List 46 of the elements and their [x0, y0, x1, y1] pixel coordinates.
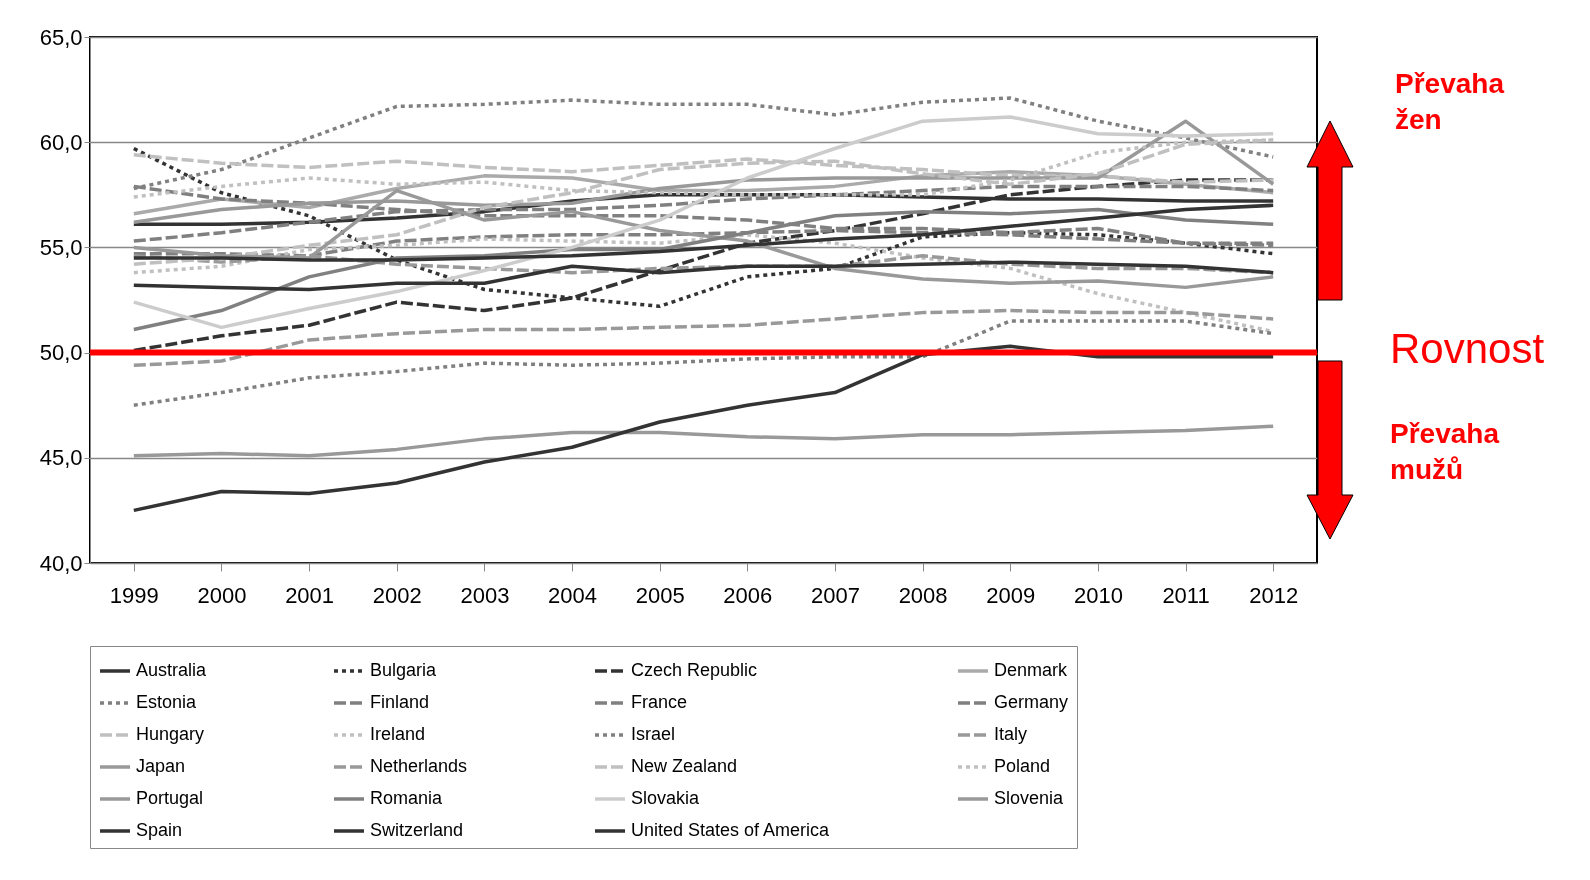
legend-label: Bulgaria: [370, 660, 438, 680]
text: Převaha mužů: [1390, 417, 1501, 487]
legend-label: Czech Republic: [631, 660, 758, 680]
legend-label: Ireland: [370, 724, 426, 744]
legend-label: New Zealand: [631, 756, 738, 776]
legend-label: Hungary: [136, 724, 205, 744]
x-tick-label: 2011: [1162, 582, 1210, 608]
legend-label: Portugal: [136, 788, 204, 808]
y-tick-label: 45,0: [39, 445, 83, 471]
x-tick-label: 2002: [372, 582, 422, 608]
x-tick-label: 2006: [723, 582, 773, 608]
x-tick-label: 2000: [197, 582, 247, 608]
legend-label: Estonia: [136, 692, 198, 712]
x-tick-label: 2005: [635, 582, 685, 608]
legend-label: Italy: [994, 724, 1028, 744]
legend-label: Germany: [994, 692, 1069, 712]
x-tick-label: 2007: [810, 582, 860, 608]
legend-label: Slovenia: [994, 788, 1065, 808]
legend-label: Australia: [136, 660, 208, 680]
y-tick-label: 60,0: [39, 129, 83, 155]
legend-label: France: [631, 692, 688, 712]
y-tick-label: 65,0: [39, 24, 83, 50]
legend-label: Israel: [631, 724, 676, 744]
x-tick-label: 2004: [548, 582, 598, 608]
y-tick-label: 55,0: [39, 234, 83, 260]
legend-label: Poland: [994, 756, 1051, 776]
x-tick-label: 1999: [109, 582, 159, 608]
x-tick-label: 2001: [285, 582, 335, 608]
y-tick-label: 50,0: [39, 340, 83, 366]
legend-label: Spain: [136, 820, 183, 840]
x-tick-label: 2010: [1073, 582, 1123, 608]
y-tick-label: 40,0: [39, 550, 83, 576]
ref-line-label: Rovnost: [1390, 324, 1545, 373]
legend-label: Slovakia: [631, 788, 701, 808]
x-tick-label: 2012: [1249, 582, 1299, 608]
legend-label: Denmark: [994, 660, 1069, 680]
text: Převaha žen: [1395, 67, 1506, 137]
x-tick-label: 2009: [986, 582, 1036, 608]
legend-label: Finland: [370, 692, 430, 712]
x-tick-label: 2008: [898, 582, 948, 608]
legend-label: United States of America: [631, 820, 831, 840]
legend-label: Romania: [370, 788, 444, 808]
legend-label: Netherlands: [370, 756, 468, 776]
legend-label: Switzerland: [370, 820, 464, 840]
x-tick-label: 2003: [460, 582, 510, 608]
legend-label: Japan: [136, 756, 186, 776]
